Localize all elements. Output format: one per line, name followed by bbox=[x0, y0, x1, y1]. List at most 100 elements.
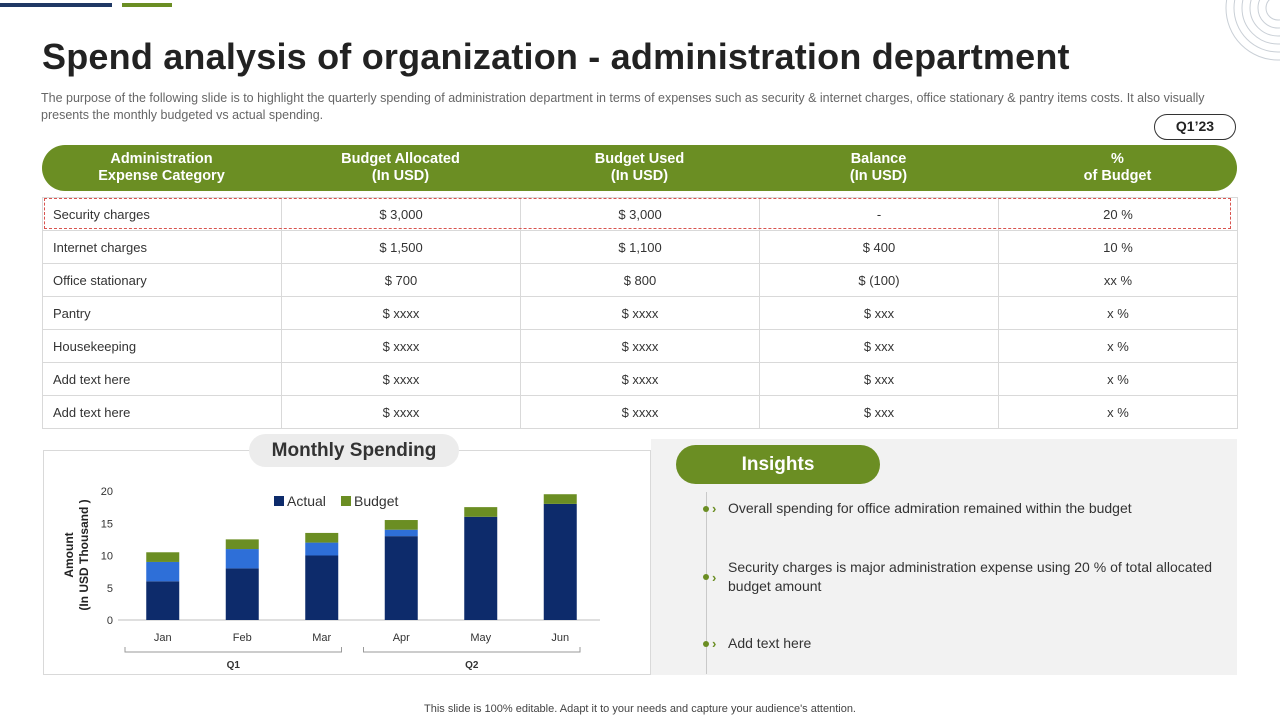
bar-segment-apr bbox=[384, 529, 418, 537]
y-tick-label: 5 bbox=[107, 583, 113, 595]
header-balance: Balance (In USD) bbox=[849, 151, 908, 184]
x-tick-label: Jun bbox=[551, 632, 569, 644]
table-row: Office stationary $ 700 $ 800 $ (100) xx… bbox=[42, 263, 1238, 297]
monthly-spending-chart: 0 5 10 15 20 Jan Feb Mar Apr May Jun Q1 Q2 Amount(In … bbox=[62, 486, 600, 671]
insight-item: › Security charges is major administrati… bbox=[700, 558, 1220, 596]
quarter-badge: Q1’23 bbox=[1154, 114, 1236, 140]
table-cell: 10 % bbox=[998, 230, 1238, 264]
legend-swatch bbox=[341, 496, 351, 506]
quarter-bracket bbox=[363, 647, 581, 653]
bar-actual-jun bbox=[543, 503, 577, 620]
legend-label: Actual bbox=[287, 493, 326, 509]
table-cell: x % bbox=[998, 362, 1238, 396]
y-tick-label: 20 bbox=[101, 486, 113, 498]
bar-actual-may bbox=[464, 516, 498, 620]
header-budget-allocated: Budget Allocated (In USD) bbox=[341, 151, 460, 184]
table-cell: $ xxxx bbox=[281, 329, 521, 363]
table-cell: Security charges bbox=[42, 197, 282, 231]
bar-budget-feb bbox=[225, 539, 259, 550]
table-cell: x % bbox=[998, 329, 1238, 363]
table-cell: $ xxxx bbox=[520, 296, 760, 330]
table-cell: $ xxxx bbox=[520, 362, 760, 396]
bar-budget-may bbox=[464, 507, 498, 517]
bar-budget-jan bbox=[146, 552, 180, 562]
bullet-chevron-icon: › bbox=[700, 637, 728, 650]
legend-label: Budget bbox=[354, 493, 398, 509]
bar-segment-jan bbox=[146, 561, 180, 582]
x-tick-label: Jan bbox=[154, 632, 172, 644]
table-cell: $ 3,000 bbox=[520, 197, 760, 231]
table-cell: $ 400 bbox=[759, 230, 999, 264]
legend-swatch bbox=[274, 496, 284, 506]
y-tick-label: 15 bbox=[101, 518, 113, 530]
table-cell: xx % bbox=[998, 263, 1238, 297]
concentric-circles-decoration bbox=[1225, 0, 1280, 61]
bar-actual-jan bbox=[146, 581, 180, 620]
accent-line-green bbox=[122, 3, 172, 7]
header-percent-budget: % of Budget bbox=[1083, 151, 1152, 184]
table-cell: Office stationary bbox=[42, 263, 282, 297]
bullet-chevron-icon: › bbox=[700, 502, 728, 515]
y-tick-label: 10 bbox=[101, 551, 113, 563]
header-budget-used: Budget Used (In USD) bbox=[594, 151, 685, 184]
table-row: Security charges $ 3,000 $ 3,000 - 20 % bbox=[42, 197, 1238, 231]
table-row: Add text here $ xxxx $ xxxx $ xxx x % bbox=[42, 362, 1238, 396]
y-axis-label: Amount(In USD Thousand ) bbox=[62, 499, 91, 610]
expense-table: Security charges $ 3,000 $ 3,000 - 20 % … bbox=[42, 197, 1238, 429]
table-cell: $ 700 bbox=[281, 263, 521, 297]
table-cell: $ (100) bbox=[759, 263, 999, 297]
table-cell: $ xxx bbox=[759, 395, 999, 429]
footer-note: This slide is 100% editable. Adapt it to… bbox=[424, 703, 856, 715]
insight-text: Security charges is major administration… bbox=[728, 559, 1213, 594]
table-row: Pantry $ xxxx $ xxxx $ xxx x % bbox=[42, 296, 1238, 330]
bar-actual-apr bbox=[384, 536, 418, 620]
table-header: Administration Expense Category Budget A… bbox=[42, 145, 1237, 191]
table-cell: $ 800 bbox=[520, 263, 760, 297]
bar-segment-feb bbox=[225, 549, 259, 569]
table-row: Housekeeping $ xxxx $ xxxx $ xxx x % bbox=[42, 329, 1238, 363]
quarter-label: Q1 bbox=[227, 660, 241, 671]
bar-actual-feb bbox=[225, 568, 259, 620]
table-cell: Add text here bbox=[42, 395, 282, 429]
table-cell: x % bbox=[998, 296, 1238, 330]
header-expense-category: Administration Expense Category bbox=[98, 151, 225, 184]
insight-text: Overall spending for office admiration r… bbox=[728, 500, 1132, 516]
y-tick-label: 0 bbox=[107, 615, 113, 627]
table-cell: $ xxxx bbox=[281, 362, 521, 396]
table-cell: $ xxxx bbox=[281, 296, 521, 330]
table-cell: $ xxx bbox=[759, 329, 999, 363]
insight-text: Add text here bbox=[728, 635, 812, 651]
table-cell: $ xxxx bbox=[520, 395, 760, 429]
table-cell: x % bbox=[998, 395, 1238, 429]
chart-title: Monthly Spending bbox=[249, 434, 459, 467]
table-cell: $ 1,100 bbox=[520, 230, 760, 264]
table-cell: $ 1,500 bbox=[281, 230, 521, 264]
table-cell: Housekeeping bbox=[42, 329, 282, 363]
quarter-label: Q2 bbox=[465, 660, 479, 671]
table-cell: Internet charges bbox=[42, 230, 282, 264]
bar-actual-mar bbox=[305, 555, 339, 620]
x-tick-label: May bbox=[470, 632, 491, 644]
insight-item: › Add text here bbox=[700, 634, 1220, 653]
bar-budget-apr bbox=[384, 520, 418, 530]
x-tick-label: Apr bbox=[393, 632, 410, 644]
page-subtitle: The purpose of the following slide is to… bbox=[41, 91, 1205, 122]
table-cell: 20 % bbox=[998, 197, 1238, 231]
x-tick-label: Mar bbox=[312, 632, 331, 644]
table-row: Internet charges $ 1,500 $ 1,100 $ 400 1… bbox=[42, 230, 1238, 264]
table-cell: Pantry bbox=[42, 296, 282, 330]
page-title: Spend analysis of organization - adminis… bbox=[42, 36, 1070, 77]
table-row: Add text here $ xxxx $ xxxx $ xxx x % bbox=[42, 395, 1238, 429]
table-cell: $ 3,000 bbox=[281, 197, 521, 231]
bar-budget-mar bbox=[305, 532, 339, 543]
insight-item: › Overall spending for office admiration… bbox=[700, 499, 1220, 518]
x-tick-label: Feb bbox=[233, 632, 252, 644]
quarter-bracket bbox=[124, 647, 342, 653]
insights-title: Insights bbox=[676, 445, 880, 484]
table-cell: $ xxxx bbox=[520, 329, 760, 363]
table-cell: $ xxx bbox=[759, 296, 999, 330]
table-cell: - bbox=[759, 197, 999, 231]
table-cell: Add text here bbox=[42, 362, 282, 396]
accent-line-blue bbox=[0, 3, 112, 7]
insights-timeline-line bbox=[706, 492, 707, 674]
